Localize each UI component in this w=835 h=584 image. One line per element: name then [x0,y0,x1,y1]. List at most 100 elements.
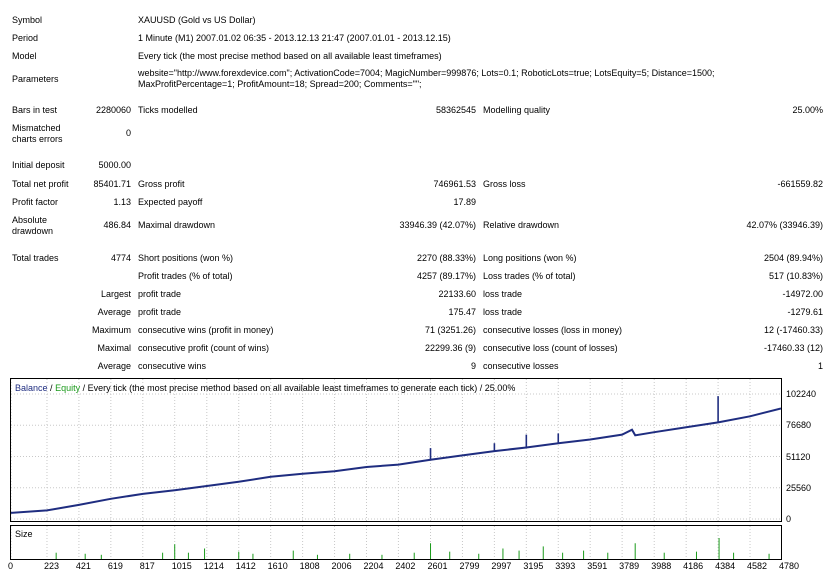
x-tick-label: 0 [8,561,14,571]
maxdd-label: Maximal drawdown [138,220,216,230]
ptrades-value: 4257 (89.17%) [416,271,476,281]
pf-value: 1.13 [113,197,131,207]
x-tick-label: 3789 [619,561,640,571]
payoff-label: Expected payoff [138,197,203,207]
long-value: 2504 (89.94%) [763,253,823,263]
grossloss-label: Gross loss [483,179,526,189]
average-loss-label: loss trade [483,307,523,317]
avgwins-label: consecutive wins [138,361,207,371]
size-chart-svg [11,526,770,559]
x-tick-label: 2997 [491,561,512,571]
report-table: Symbol XAUUSD (Gold vs US Dollar) Period… [12,15,823,371]
avglosses-value: 1 [817,361,823,371]
x-tick-label: 2601 [427,561,448,571]
maximum-label: Maximum [91,325,131,335]
grossloss-value: -661559.82 [777,179,823,189]
absdd-label-1: Absolute [12,215,48,225]
maxprofit-value: 22299.36 (9) [424,343,476,353]
bars-label: Bars in test [12,105,58,115]
ltrades-value: 517 (10.83%) [768,271,823,281]
x-tick-label: 3591 [587,561,608,571]
ticks-value: 58362545 [435,105,476,115]
period-label: Period [12,33,39,43]
parameters-line1: website="http://www.forexdevice.com"; Ac… [138,68,715,78]
y-tick-label: 76680 [786,420,812,431]
absdd-value: 486.84 [103,220,131,230]
quality-label: Modelling quality [483,105,551,115]
y-tick-label: 102240 [786,389,817,399]
x-tick-label: 2799 [459,561,480,571]
absdd-label-2: drawdown [12,226,54,236]
model-value: Every tick (the most precise method base… [138,51,442,61]
chart-legend: Balance / Equity / Every tick (the most … [15,383,515,394]
ticks-label: Ticks modelled [138,105,198,115]
x-tick-label: 1214 [203,561,224,571]
grossprofit-label: Gross profit [138,179,185,189]
mismatch-value: 0 [125,128,131,138]
maxwins-label: consecutive wins (profit in money) [138,325,274,335]
legend-rest: / Every tick (the most precise method ba… [82,383,516,393]
largest-loss-label: loss trade [483,289,523,299]
legend-separator: / [50,383,53,393]
parameters-line2: MaxProfitPercentage=1; ProfitAmount=18; … [138,79,422,89]
maxwins-value: 71 (3251.26) [424,325,476,335]
avgwins-value: 9 [470,361,476,371]
x-tick-label: 2204 [363,561,384,571]
average-loss-value: -1279.61 [787,307,823,317]
x-tick-label: 4384 [715,561,736,571]
ptrades-label: Profit trades (% of total) [138,271,233,281]
average-label: Average [97,307,131,317]
short-label: Short positions (won %) [138,253,234,263]
payoff-value: 17.89 [453,197,476,207]
reldd-value: 42.07% (33946.39) [746,220,823,230]
y-tick-label: 25560 [786,482,812,493]
trades-label: Total trades [12,253,59,263]
x-tick-label: 817 [139,561,155,571]
quality-value: 25.00% [792,105,823,115]
largest-loss-value: -14972.00 [782,289,823,299]
y-tick-label: 0 [786,514,792,524]
x-tick-label: 1610 [267,561,288,571]
balance-chart-svg [11,379,781,521]
x-tick-label: 421 [75,561,91,571]
balance-line [11,407,781,514]
avg2-label: Average [97,361,131,371]
reldd-label: Relative drawdown [483,220,560,230]
balance-chart: Balance / Equity / Every tick (the most … [10,378,782,522]
model-label: Model [12,51,37,61]
legend-equity: Equity [55,383,81,393]
period-value: 1 Minute (M1) 2007.01.02 06:35 - 2013.12… [138,33,451,43]
maxlosses-value: 12 (-17460.33) [763,325,823,335]
x-tick-label: 3988 [651,561,672,571]
size-label: Size [15,529,33,539]
ltrades-label: Loss trades (% of total) [483,271,576,281]
average-profit-label: profit trade [138,307,182,317]
avglosses-label: consecutive losses [483,361,559,371]
x-tick-label: 2402 [395,561,416,571]
long-label: Long positions (won %) [483,253,577,263]
maxlosses-label: consecutive losses (loss in money) [483,325,623,335]
y-tick-label: 51120 [786,451,811,462]
symbol-label: Symbol [12,15,43,25]
largest-profit-label: profit trade [138,289,182,299]
average-profit-value: 175.47 [448,307,476,317]
x-tick-label: 619 [107,561,123,571]
x-tick-label: 223 [43,561,59,571]
parameters-label: Parameters [12,74,59,84]
deposit-label: Initial deposit [12,160,65,170]
x-tick-label: 1808 [299,561,320,571]
x-tick-label: 2006 [331,561,352,571]
pf-label: Profit factor [12,197,59,207]
x-tick-label: 4186 [683,561,704,571]
size-chart: Size [10,525,782,560]
grossprofit-value: 746961.53 [433,179,476,189]
x-tick-label: 3393 [555,561,576,571]
maxprofit-label: consecutive profit (count of wins) [138,343,270,353]
x-tick-label: 1412 [235,561,256,571]
mismatch-label-2: charts errors [12,134,63,144]
x-tick-label: 4780 [778,561,799,571]
deposit-value: 5000.00 [98,160,131,170]
netprofit-value: 85401.71 [93,179,131,189]
mismatch-label-1: Mismatched [12,123,61,133]
x-tick-label: 1015 [171,561,192,571]
